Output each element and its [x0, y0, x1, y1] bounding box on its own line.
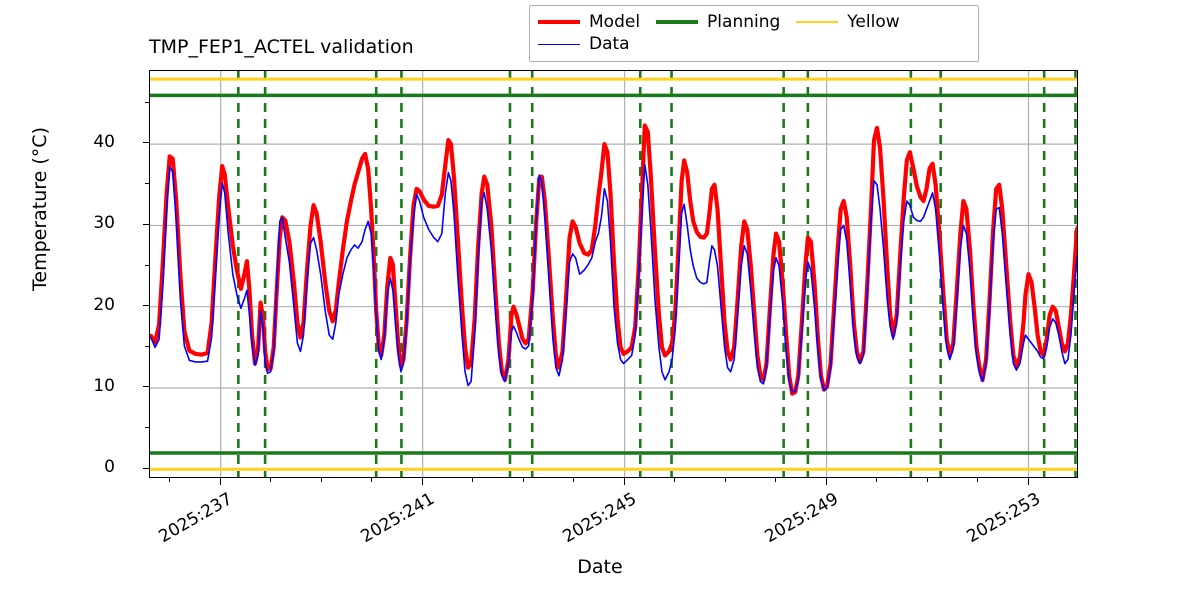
x-tick-mark	[623, 478, 625, 485]
x-minor-tick-mark	[926, 478, 928, 482]
legend-swatch-model-icon	[538, 20, 580, 24]
legend-swatch-planning-icon	[656, 20, 699, 24]
plot-canvas	[150, 71, 1077, 477]
x-minor-tick-mark	[674, 478, 676, 482]
legend-label-data: Data	[589, 34, 630, 54]
y-minor-tick-mark	[145, 264, 149, 266]
x-minor-tick-mark	[371, 478, 373, 482]
x-minor-tick-mark	[573, 478, 575, 482]
y-tick-mark	[143, 467, 149, 469]
y-axis-label: Temperature (°C)	[29, 127, 51, 291]
x-tick-mark	[219, 478, 221, 485]
chart-legend: Model Planning Yellow Data	[529, 5, 979, 62]
legend-entry-planning: Planning	[656, 12, 780, 32]
y-tick-mark	[143, 142, 149, 144]
x-minor-tick-mark	[775, 478, 777, 482]
legend-entry-model: Model	[538, 12, 640, 32]
x-axis-label: Date	[577, 556, 623, 578]
y-minor-tick-mark	[145, 183, 149, 185]
series-line-data	[150, 163, 1077, 393]
series-line-model	[150, 123, 1077, 396]
legend-label-model: Model	[589, 12, 641, 32]
y-tick-label: 10	[93, 375, 115, 396]
legend-row-2: Data	[538, 33, 970, 55]
legend-row-1: Model Planning Yellow	[538, 11, 970, 33]
x-tick-mark	[1027, 478, 1029, 485]
legend-label-planning: Planning	[707, 12, 781, 32]
x-minor-tick-mark	[270, 478, 272, 482]
legend-swatch-yellow-icon	[796, 21, 839, 23]
x-minor-tick-mark	[320, 478, 322, 482]
x-tick-label: 2025:245	[559, 489, 640, 548]
y-tick-label: 30	[93, 213, 115, 234]
y-minor-tick-mark	[145, 427, 149, 429]
x-minor-tick-mark	[876, 478, 878, 482]
y-tick-label: 20	[93, 294, 115, 315]
x-tick-label: 2025:253	[962, 489, 1044, 548]
x-tick-label: 2025:237	[155, 489, 236, 548]
x-tick-label: 2025:241	[357, 489, 438, 548]
plot-area	[149, 70, 1078, 478]
y-tick-mark	[143, 304, 149, 306]
legend-swatch-data-icon	[538, 43, 580, 45]
legend-entry-data: Data	[538, 34, 630, 54]
chart-title: TMP_FEP1_ACTEL validation	[149, 36, 414, 58]
y-tick-mark	[143, 386, 149, 388]
x-minor-tick-mark	[169, 478, 171, 482]
y-tick-label: 40	[93, 132, 115, 153]
x-tick-mark	[825, 478, 827, 485]
x-tick-label: 2025:249	[761, 489, 842, 548]
x-minor-tick-mark	[977, 478, 979, 482]
legend-entry-yellow: Yellow	[796, 12, 900, 32]
x-tick-mark	[421, 478, 423, 485]
legend-label-yellow: Yellow	[847, 12, 900, 32]
x-minor-tick-mark	[724, 478, 726, 482]
y-tick-mark	[143, 223, 149, 225]
y-minor-tick-mark	[145, 102, 149, 103]
y-minor-tick-mark	[145, 345, 149, 347]
x-minor-tick-mark	[472, 478, 474, 482]
x-minor-tick-mark	[522, 478, 524, 482]
y-tick-label: 0	[104, 457, 115, 478]
